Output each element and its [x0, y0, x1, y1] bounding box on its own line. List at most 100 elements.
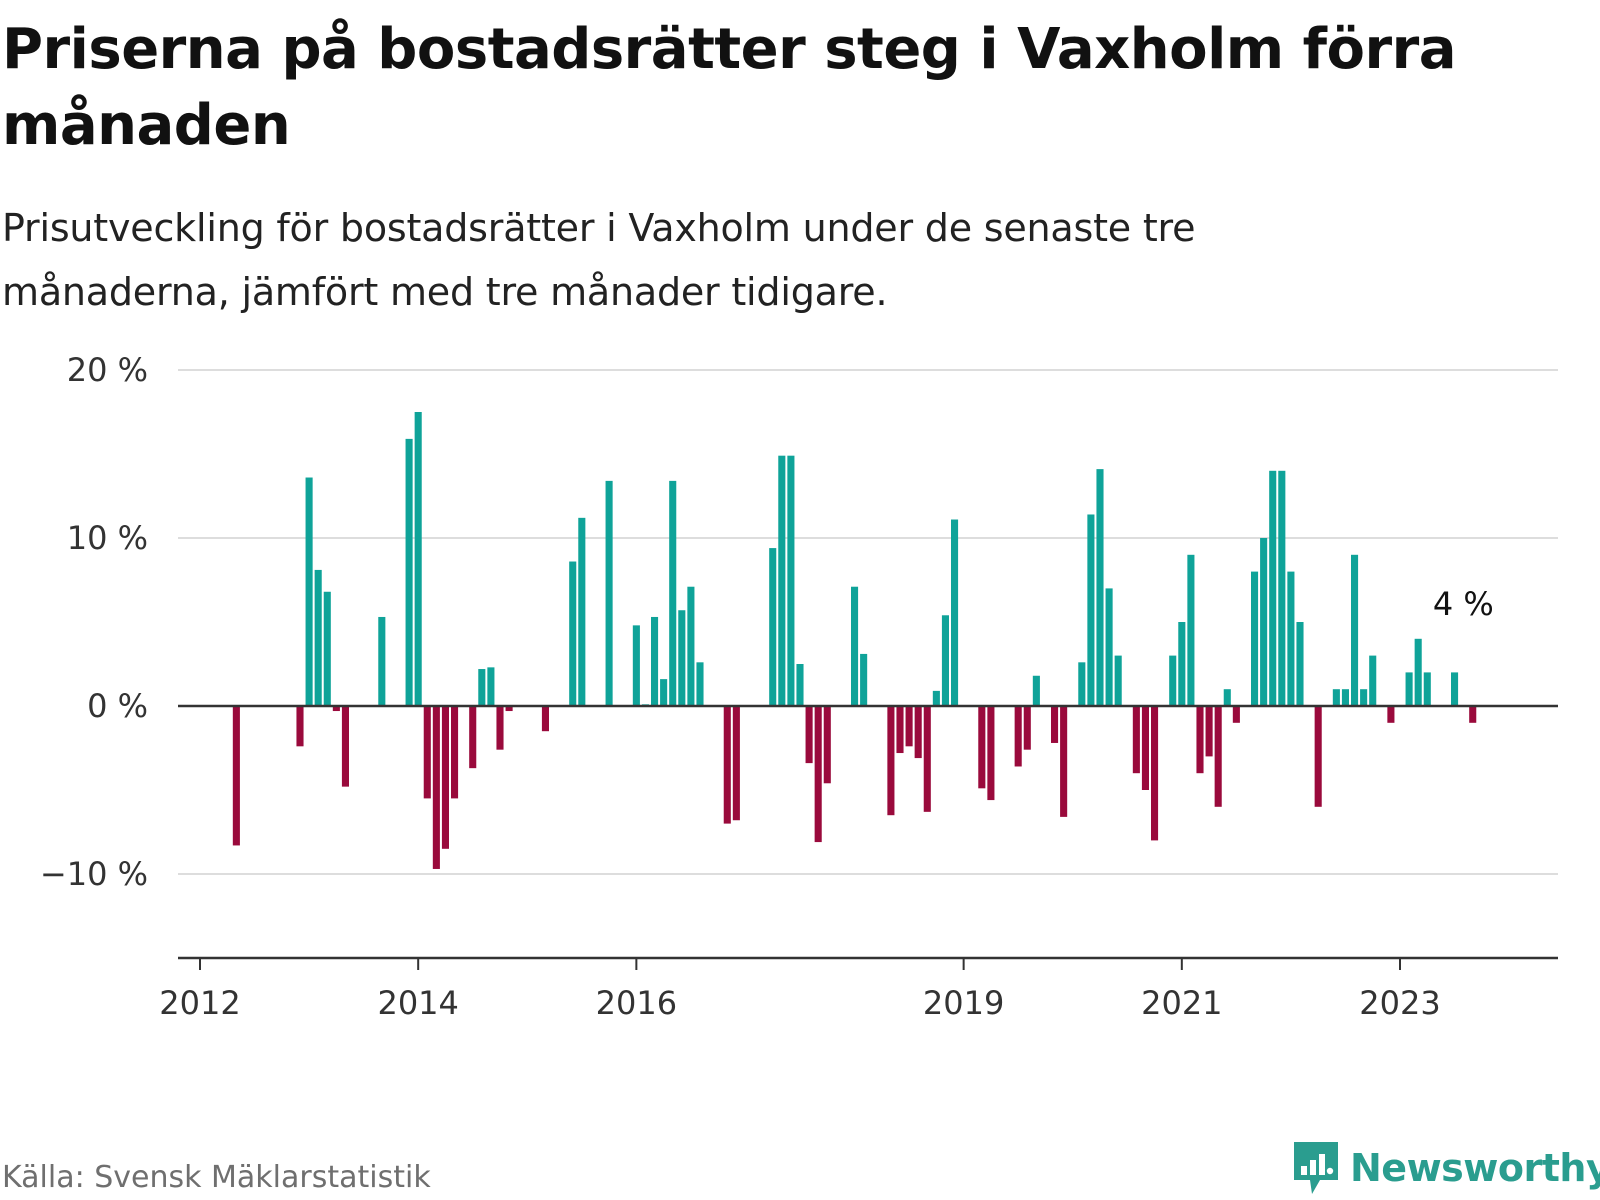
- bar: [860, 653, 868, 706]
- bar: [496, 706, 504, 750]
- bar: [232, 706, 240, 846]
- bar: [1278, 470, 1286, 706]
- bar: [1151, 706, 1159, 841]
- bar: [1051, 706, 1059, 743]
- bar: [914, 706, 922, 759]
- bar: [732, 706, 740, 821]
- bar: [787, 455, 795, 706]
- bar: [896, 706, 904, 754]
- bar: [1341, 689, 1349, 706]
- bar: [505, 706, 513, 712]
- chart-subtitle: Prisutveckling för bostadsrätter i Vaxho…: [2, 206, 1196, 314]
- bar: [987, 706, 995, 801]
- bar: [769, 548, 777, 706]
- y-tick-label: 20 %: [67, 351, 148, 389]
- bar: [887, 706, 895, 816]
- bar-chart: 20 % 10 % 0 % −10 % 2012 2014 2016 2019 2021 2023…: [40, 351, 1558, 1020]
- y-tick-label: 0 %: [87, 687, 148, 725]
- bar: [1196, 706, 1204, 774]
- bar: [1078, 662, 1086, 706]
- x-tick-label: 2016: [596, 984, 677, 1020]
- bar: [1187, 554, 1195, 706]
- bar: [1269, 470, 1277, 706]
- bar: [305, 477, 313, 706]
- bar: [296, 706, 304, 747]
- bar: [905, 706, 913, 747]
- bar: [1014, 706, 1022, 767]
- bar: [605, 480, 613, 706]
- bar: [1232, 706, 1240, 723]
- bar: [1287, 571, 1295, 706]
- bar: [1351, 554, 1359, 706]
- bar: [1469, 706, 1477, 723]
- bar: [978, 706, 986, 789]
- bar: [487, 667, 495, 706]
- bar: [814, 706, 822, 843]
- bar: [1096, 469, 1104, 706]
- bar: [469, 706, 477, 769]
- bar: [805, 706, 813, 764]
- bar: [451, 706, 459, 799]
- bar: [1296, 622, 1304, 706]
- axes: [178, 704, 1558, 970]
- bar: [941, 615, 949, 706]
- source-note: Källa: Svensk Mäklarstatistik: [2, 1160, 431, 1195]
- bar: [778, 455, 786, 706]
- bar: [932, 690, 940, 706]
- chart-title: Priserna på bostadsrätter steg i Vaxholm…: [2, 17, 1457, 158]
- bar: [1169, 655, 1177, 706]
- bar: [1423, 672, 1431, 706]
- x-tick-label: 2021: [1141, 984, 1222, 1020]
- bar: [1251, 571, 1259, 706]
- bar: [796, 664, 804, 706]
- bar: [314, 569, 322, 706]
- newsworthy-logo[interactable]: Newsworthy: [1290, 1138, 1600, 1198]
- bar: [1087, 514, 1095, 706]
- bar: [723, 706, 731, 824]
- newsworthy-logo-icon: [1294, 1142, 1338, 1194]
- x-tick-label: 2012: [159, 984, 240, 1020]
- tick-labels: 20 % 10 % 0 % −10 % 2012 2014 2016 2019 2021 2023…: [40, 351, 1494, 1020]
- bar: [1360, 689, 1368, 706]
- bar: [569, 561, 577, 706]
- x-tick-label: 2014: [377, 984, 458, 1020]
- bar: [578, 517, 586, 706]
- bar: [1114, 655, 1122, 706]
- bar: [541, 706, 549, 732]
- bar: [1060, 706, 1068, 817]
- bar: [851, 586, 859, 706]
- bar: [1260, 538, 1268, 706]
- newsworthy-logo-text: Newsworthy: [1350, 1146, 1600, 1190]
- bar: [1032, 675, 1040, 706]
- bar: [678, 610, 686, 706]
- x-tick-label: 2023: [1359, 984, 1440, 1020]
- bar: [441, 706, 449, 849]
- last-value-annotation: 4 %: [1433, 585, 1494, 623]
- bar: [1205, 706, 1213, 757]
- bar: [1387, 706, 1395, 723]
- bar: [1314, 706, 1322, 807]
- bar: [1214, 706, 1222, 807]
- bar: [1332, 689, 1340, 706]
- bar: [323, 591, 331, 706]
- bar: [432, 706, 440, 869]
- bar: [1178, 622, 1186, 706]
- bar: [1141, 706, 1149, 790]
- bar: [1414, 638, 1422, 706]
- bar: [951, 519, 959, 706]
- bars: [232, 412, 1477, 869]
- bar: [1405, 672, 1413, 706]
- bar: [1451, 672, 1459, 706]
- bar: [696, 662, 704, 706]
- bar: [823, 706, 831, 784]
- bar: [341, 706, 349, 787]
- bar: [1105, 588, 1113, 706]
- bar: [332, 706, 340, 712]
- bar: [405, 438, 413, 706]
- bar: [1369, 655, 1377, 706]
- bar: [1023, 706, 1031, 750]
- x-tick-label: 2019: [923, 984, 1004, 1020]
- bar: [687, 586, 695, 706]
- bar: [923, 706, 931, 812]
- y-tick-label: 10 %: [67, 519, 148, 557]
